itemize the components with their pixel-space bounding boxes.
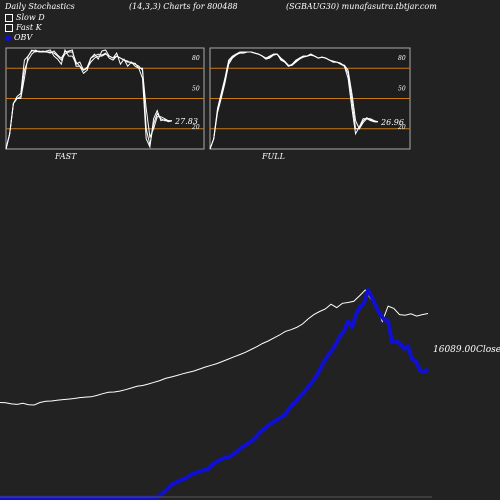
legend-label-fast-k: Fast K: [16, 23, 42, 32]
fast-last-value-label: 27.83: [174, 117, 198, 126]
full-stoch-line-2: [209, 51, 379, 150]
legend-item-obv: OBV: [5, 33, 32, 42]
close-value-label: 16089.00Close: [433, 345, 500, 355]
legend-item-fast-k: Fast K: [5, 23, 42, 32]
chart-header-title: Daily Stochastics: [5, 2, 75, 11]
legend-swatch-slow-d: [5, 13, 13, 22]
legend-label-slow-d: Slow D: [16, 13, 45, 22]
full-level-label-80: 80: [398, 55, 406, 62]
chart-header-source: (SGBAUG30) munafasutra.tbtjar.com: [286, 2, 437, 11]
fast-level-label-80: 80: [192, 55, 200, 62]
full-level-label-20: 20: [397, 124, 406, 131]
full-stoch-line-0: [209, 51, 379, 150]
fast-level-label-20: 20: [191, 124, 200, 131]
fast-stoch-line-2: [5, 50, 172, 150]
legend-item-slow-d: Slow D: [5, 13, 45, 22]
legend-swatch-obv: [5, 34, 11, 41]
close-price-line: [0, 289, 429, 406]
fast-panel-title: FAST: [55, 152, 77, 161]
full-last-value-label: 26.96: [380, 118, 404, 127]
fast-stoch-line-1: [5, 48, 173, 150]
full-level-label-50: 50: [398, 86, 406, 93]
legend-label-obv: OBV: [14, 33, 33, 42]
full-panel-title: FULL: [262, 152, 285, 161]
obv-line: [0, 288, 430, 499]
chart-header-subtitle: (14,3,3) Charts for 800488: [129, 2, 238, 11]
fast-level-label-50: 50: [192, 86, 200, 93]
legend-swatch-fast-k: [5, 23, 13, 32]
